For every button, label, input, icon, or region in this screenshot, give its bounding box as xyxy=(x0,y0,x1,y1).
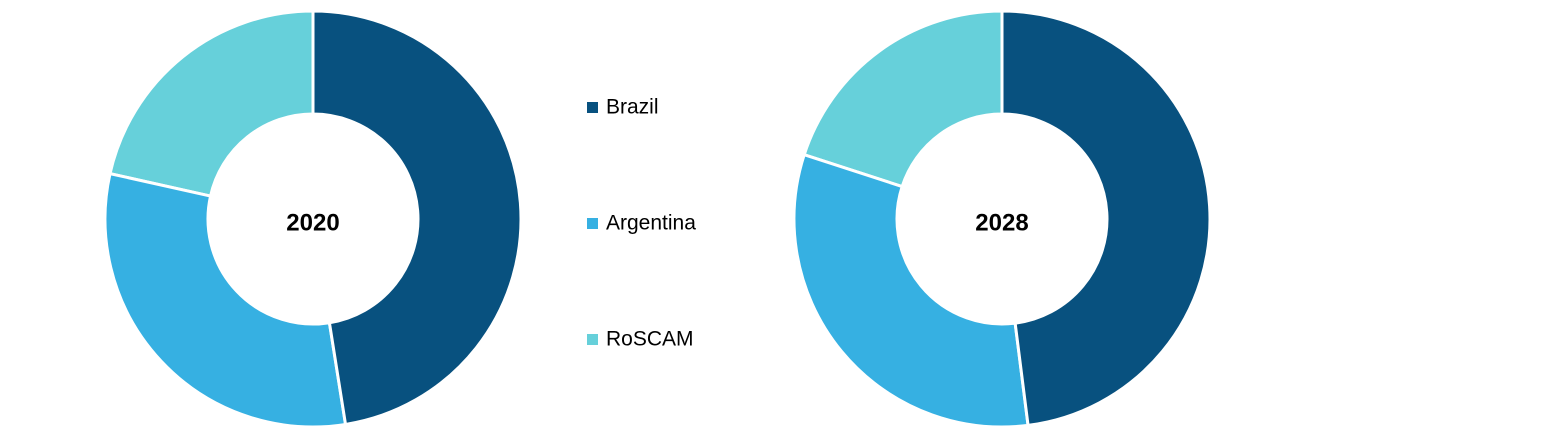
donut-slice xyxy=(108,9,315,198)
donut-center-label: 2020 xyxy=(286,209,339,236)
legend-swatch xyxy=(587,218,598,229)
legend-swatch xyxy=(587,102,598,113)
donut-slice xyxy=(103,171,348,429)
legend-label: RoSCAM xyxy=(606,328,694,351)
donut-center-label: 2028 xyxy=(975,209,1028,236)
donut-slice xyxy=(802,9,1004,189)
donut-slice xyxy=(311,9,523,427)
legend-label: Brazil xyxy=(606,96,659,119)
donut-slice xyxy=(792,152,1030,429)
legend-label: Argentina xyxy=(606,212,696,235)
legend-swatch xyxy=(587,334,598,345)
donut-slice xyxy=(1000,9,1212,428)
